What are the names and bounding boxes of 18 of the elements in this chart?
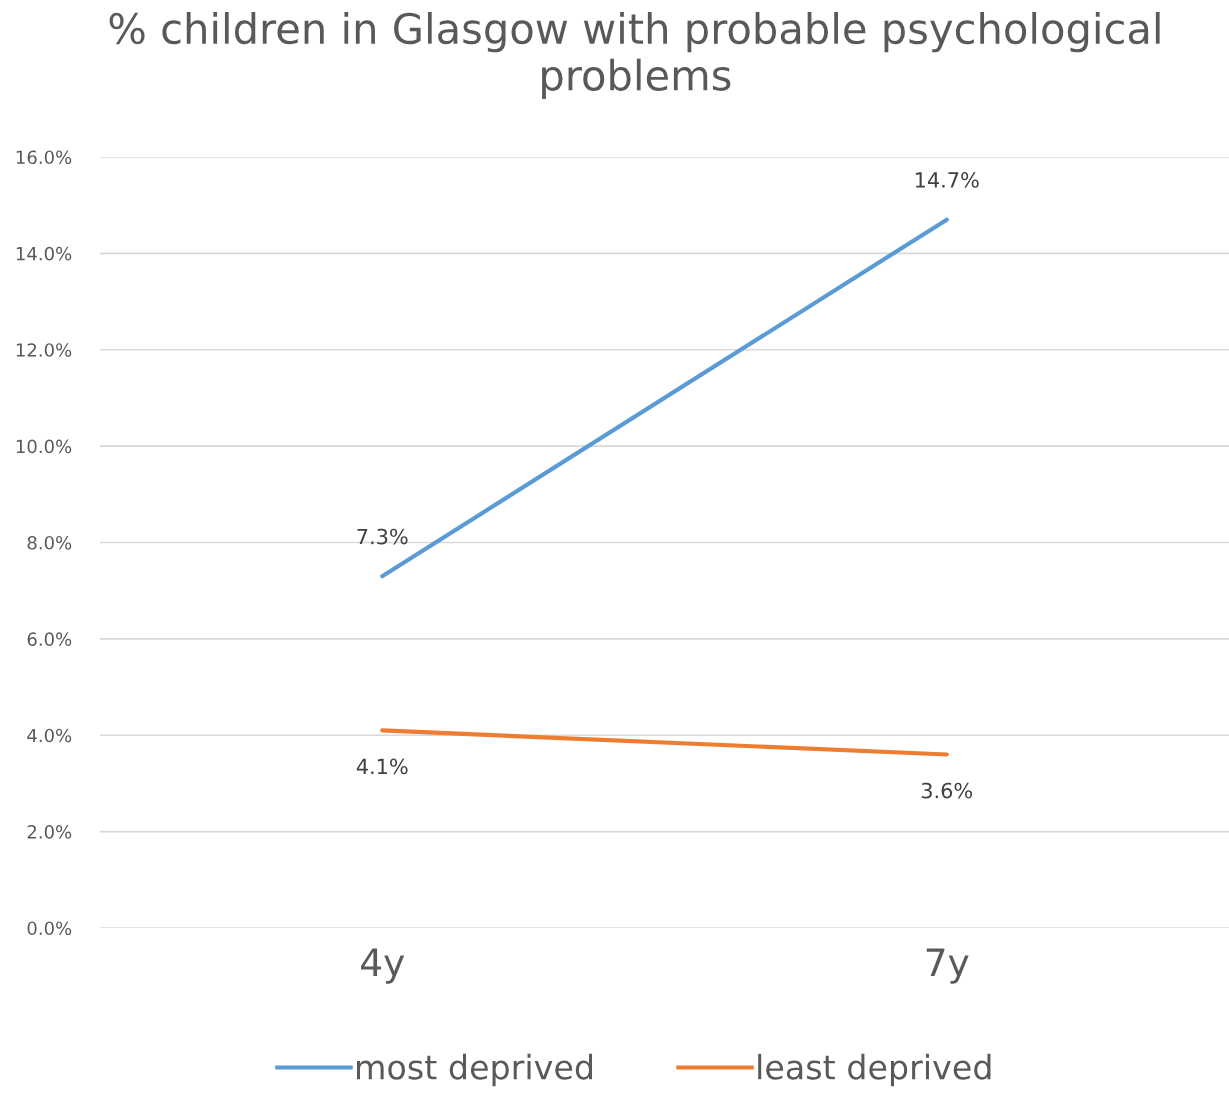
data-label: 4.1% (356, 758, 408, 775)
x-tick-label: 4y (361, 948, 405, 984)
legend-label: least deprived (758, 1053, 991, 1087)
y-tick-label: 12.0% (16, 343, 72, 357)
legend-label: most deprived (357, 1053, 593, 1087)
x-tick-label: 7y (926, 948, 969, 984)
y-tick-label: 14.0% (16, 246, 72, 261)
chart-title: % children in Glasgow with probable psychological problems (109, 12, 1160, 99)
y-tick-label: 6.0% (27, 632, 72, 646)
data-label: 3.6% (921, 782, 973, 799)
y-tick-label: 8.0% (27, 535, 72, 550)
y-tick-label: 16.0% (16, 150, 72, 165)
y-tick-label: 4.0% (27, 728, 72, 743)
data-label: 14.7% (915, 172, 979, 188)
y-tick-label: 0.0% (27, 921, 72, 936)
data-label: 7.3% (357, 528, 408, 545)
y-tick-label: 10.0% (16, 439, 72, 454)
y-tick-label: 2.0% (27, 825, 72, 839)
